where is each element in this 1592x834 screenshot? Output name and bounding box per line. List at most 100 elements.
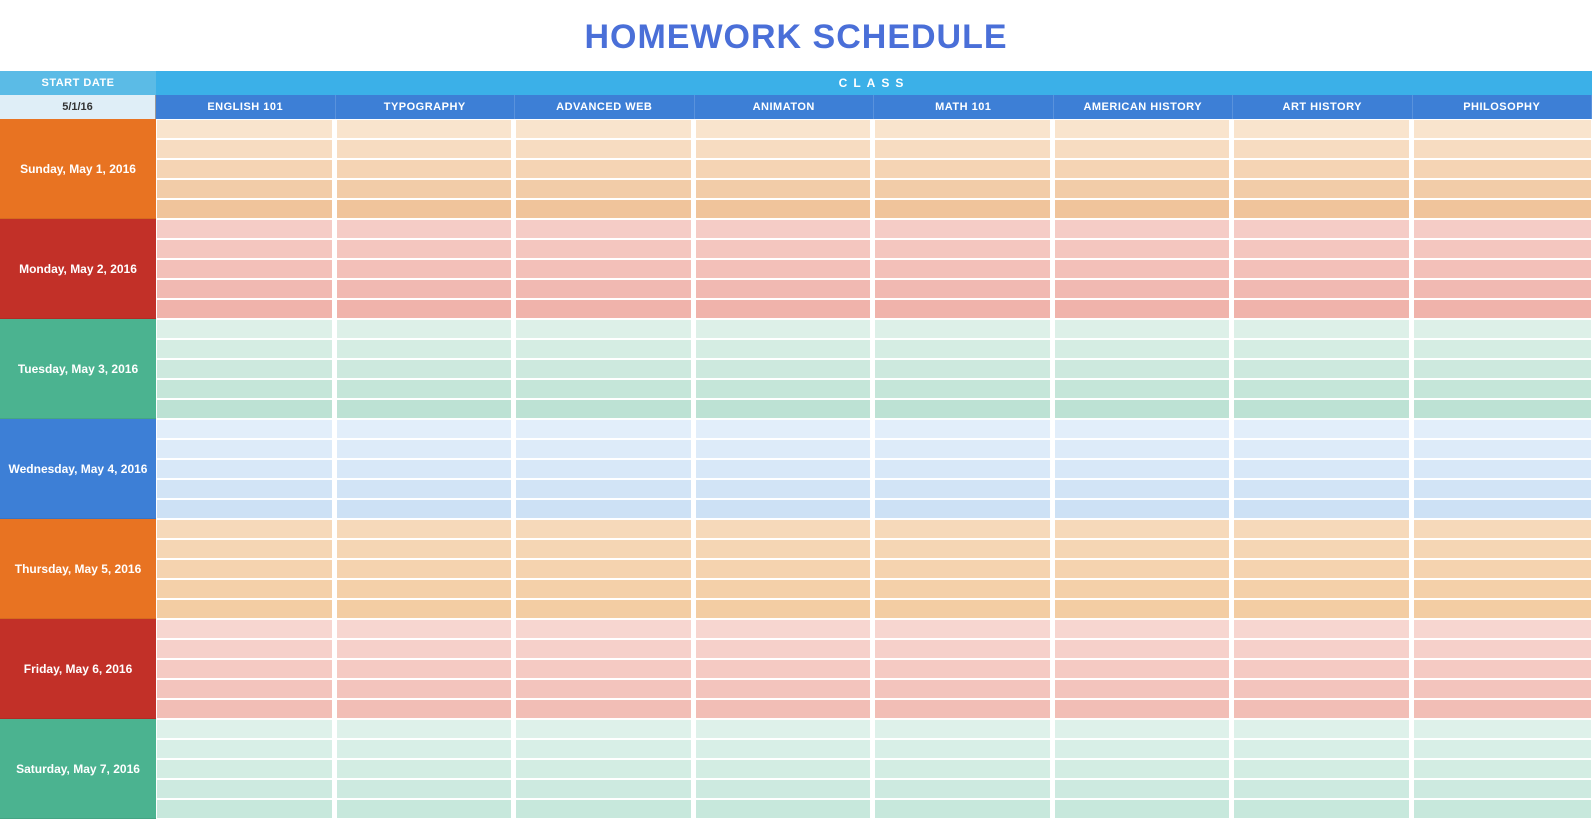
schedule-cell[interactable] <box>1413 479 1592 499</box>
schedule-cell[interactable] <box>156 759 336 779</box>
schedule-cell[interactable] <box>336 519 516 539</box>
schedule-cell[interactable] <box>336 339 516 359</box>
schedule-cell[interactable] <box>1413 159 1592 179</box>
schedule-cell[interactable] <box>1233 279 1413 299</box>
schedule-cell[interactable] <box>336 499 516 519</box>
schedule-cell[interactable] <box>336 159 516 179</box>
schedule-cell[interactable] <box>1054 519 1234 539</box>
schedule-cell[interactable] <box>1413 299 1592 319</box>
schedule-cell[interactable] <box>1233 299 1413 319</box>
schedule-cell[interactable] <box>336 259 516 279</box>
schedule-cell[interactable] <box>1054 259 1234 279</box>
schedule-cell[interactable] <box>1054 659 1234 679</box>
schedule-cell[interactable] <box>515 299 695 319</box>
schedule-cell[interactable] <box>1054 499 1234 519</box>
schedule-cell[interactable] <box>1413 799 1592 819</box>
schedule-cell[interactable] <box>156 119 336 139</box>
schedule-cell[interactable] <box>336 799 516 819</box>
schedule-cell[interactable] <box>874 139 1054 159</box>
schedule-cell[interactable] <box>874 619 1054 639</box>
schedule-cell[interactable] <box>874 479 1054 499</box>
schedule-cell[interactable] <box>336 299 516 319</box>
schedule-cell[interactable] <box>695 439 875 459</box>
schedule-cell[interactable] <box>1413 379 1592 399</box>
schedule-cell[interactable] <box>336 459 516 479</box>
schedule-cell[interactable] <box>1413 119 1592 139</box>
schedule-cell[interactable] <box>1413 639 1592 659</box>
schedule-cell[interactable] <box>695 299 875 319</box>
schedule-cell[interactable] <box>515 559 695 579</box>
schedule-cell[interactable] <box>336 559 516 579</box>
schedule-cell[interactable] <box>515 719 695 739</box>
schedule-cell[interactable] <box>695 379 875 399</box>
schedule-cell[interactable] <box>156 419 336 439</box>
schedule-cell[interactable] <box>695 259 875 279</box>
schedule-cell[interactable] <box>515 239 695 259</box>
schedule-cell[interactable] <box>1413 699 1592 719</box>
schedule-cell[interactable] <box>695 279 875 299</box>
schedule-cell[interactable] <box>1054 459 1234 479</box>
schedule-cell[interactable] <box>156 499 336 519</box>
schedule-cell[interactable] <box>515 619 695 639</box>
schedule-cell[interactable] <box>1054 539 1234 559</box>
schedule-cell[interactable] <box>874 659 1054 679</box>
schedule-cell[interactable] <box>515 539 695 559</box>
schedule-cell[interactable] <box>1054 279 1234 299</box>
schedule-cell[interactable] <box>1413 359 1592 379</box>
schedule-cell[interactable] <box>1054 779 1234 799</box>
schedule-cell[interactable] <box>1413 719 1592 739</box>
schedule-cell[interactable] <box>695 179 875 199</box>
schedule-cell[interactable] <box>1413 419 1592 439</box>
schedule-cell[interactable] <box>1054 179 1234 199</box>
schedule-cell[interactable] <box>515 119 695 139</box>
schedule-cell[interactable] <box>156 579 336 599</box>
schedule-cell[interactable] <box>1233 599 1413 619</box>
schedule-cell[interactable] <box>1054 119 1234 139</box>
schedule-cell[interactable] <box>336 119 516 139</box>
schedule-cell[interactable] <box>515 199 695 219</box>
schedule-cell[interactable] <box>1233 619 1413 639</box>
schedule-cell[interactable] <box>874 499 1054 519</box>
schedule-cell[interactable] <box>156 439 336 459</box>
schedule-cell[interactable] <box>515 159 695 179</box>
schedule-cell[interactable] <box>874 279 1054 299</box>
schedule-cell[interactable] <box>156 339 336 359</box>
schedule-cell[interactable] <box>1233 679 1413 699</box>
schedule-cell[interactable] <box>336 759 516 779</box>
schedule-cell[interactable] <box>874 759 1054 779</box>
schedule-cell[interactable] <box>515 279 695 299</box>
schedule-cell[interactable] <box>336 539 516 559</box>
schedule-cell[interactable] <box>515 439 695 459</box>
schedule-cell[interactable] <box>156 319 336 339</box>
schedule-cell[interactable] <box>336 139 516 159</box>
schedule-cell[interactable] <box>1233 539 1413 559</box>
schedule-cell[interactable] <box>695 359 875 379</box>
schedule-cell[interactable] <box>1413 199 1592 219</box>
schedule-cell[interactable] <box>156 159 336 179</box>
schedule-cell[interactable] <box>336 219 516 239</box>
schedule-cell[interactable] <box>1413 659 1592 679</box>
schedule-cell[interactable] <box>874 639 1054 659</box>
schedule-cell[interactable] <box>1413 279 1592 299</box>
schedule-cell[interactable] <box>1413 539 1592 559</box>
schedule-cell[interactable] <box>1054 159 1234 179</box>
schedule-cell[interactable] <box>1233 519 1413 539</box>
schedule-cell[interactable] <box>695 759 875 779</box>
schedule-cell[interactable] <box>156 299 336 319</box>
schedule-cell[interactable] <box>1054 199 1234 219</box>
schedule-cell[interactable] <box>695 679 875 699</box>
schedule-cell[interactable] <box>1054 559 1234 579</box>
schedule-cell[interactable] <box>695 599 875 619</box>
schedule-cell[interactable] <box>515 519 695 539</box>
schedule-cell[interactable] <box>1233 719 1413 739</box>
schedule-cell[interactable] <box>1054 399 1234 419</box>
schedule-cell[interactable] <box>515 259 695 279</box>
schedule-cell[interactable] <box>156 399 336 419</box>
schedule-cell[interactable] <box>874 299 1054 319</box>
schedule-cell[interactable] <box>1233 359 1413 379</box>
schedule-cell[interactable] <box>1233 219 1413 239</box>
start-date-value[interactable]: 5/1/16 <box>0 95 156 119</box>
schedule-cell[interactable] <box>1233 439 1413 459</box>
schedule-cell[interactable] <box>1413 179 1592 199</box>
schedule-cell[interactable] <box>695 399 875 419</box>
